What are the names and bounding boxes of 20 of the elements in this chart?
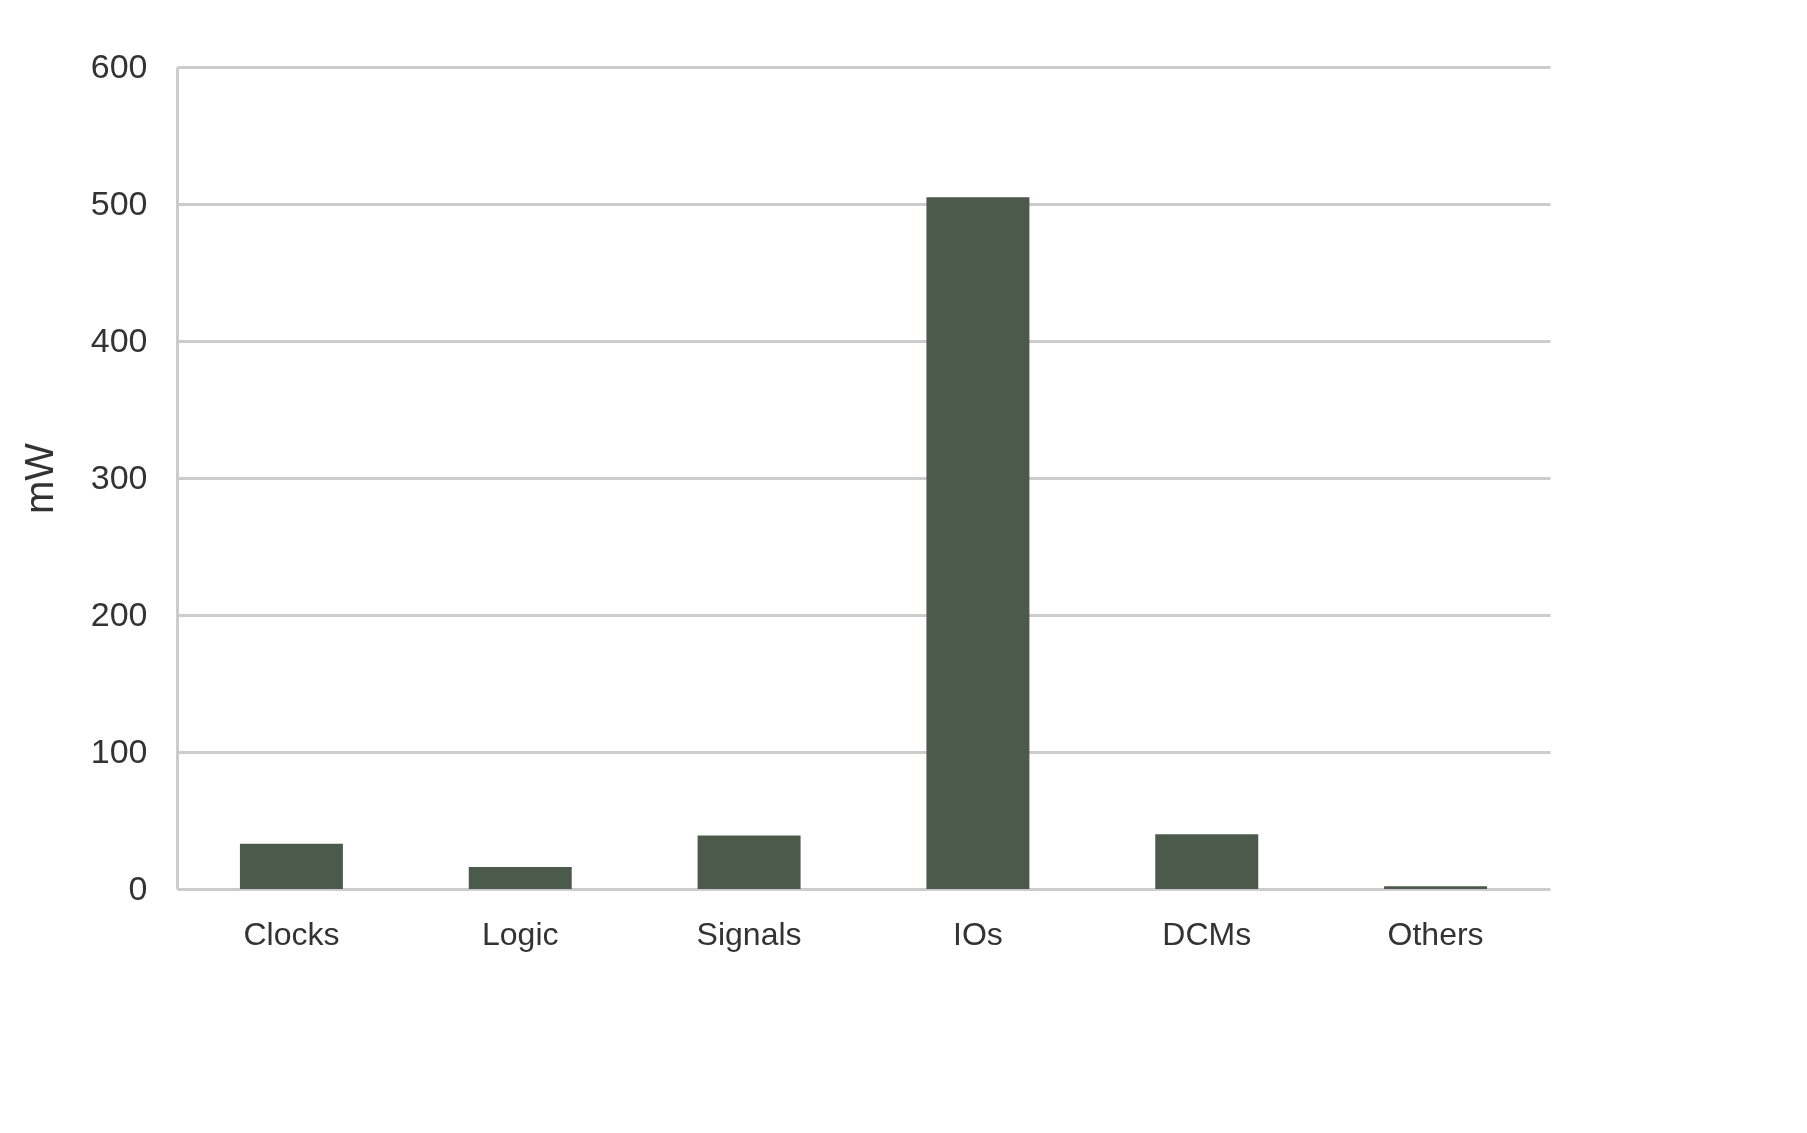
x-tick-label: Signals: [696, 915, 802, 952]
bar: [697, 835, 801, 889]
bar: [1384, 886, 1488, 889]
x-tick-label: IOs: [953, 915, 1003, 952]
y-tick-label: 0: [128, 868, 148, 907]
x-tick-label: Logic: [482, 915, 559, 952]
bar: [1155, 834, 1259, 889]
y-tick-label: 500: [90, 183, 148, 222]
x-tick-label: Clocks: [243, 915, 340, 952]
y-tick-label: 600: [90, 46, 148, 85]
y-axis-title: mW: [16, 442, 61, 515]
y-tick-label: 300: [90, 457, 148, 496]
y-tick-label: 100: [90, 731, 148, 770]
y-tick-label: 400: [90, 320, 148, 359]
x-tick-label: DCMs: [1162, 915, 1252, 952]
bar: [468, 867, 572, 889]
x-tick-label: Others: [1387, 915, 1484, 952]
y-tick-label: 200: [90, 594, 148, 633]
bar: [926, 197, 1030, 889]
bar: [239, 843, 343, 889]
